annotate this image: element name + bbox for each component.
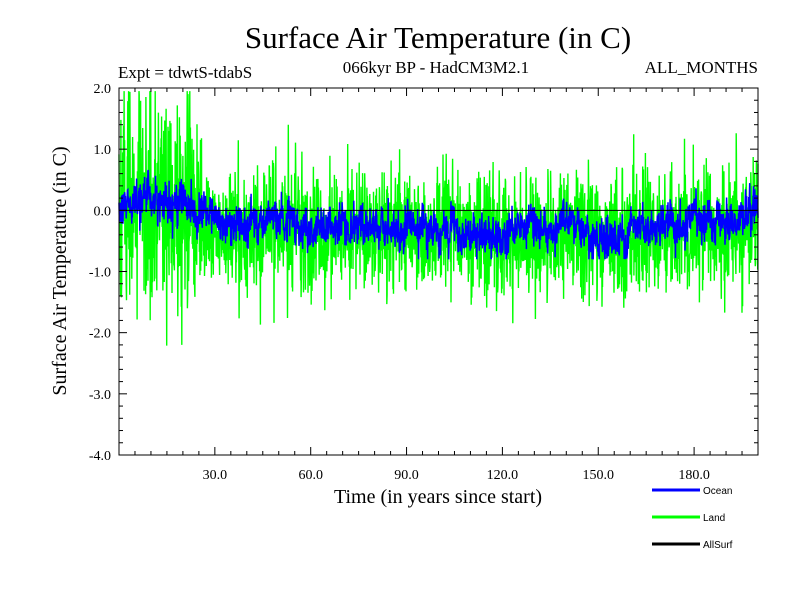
x-tick-label: 150.0 [583,468,615,483]
x-tick-label: 180.0 [678,468,710,483]
y-tick-label: 2.0 [94,82,112,97]
y-tick-label: 1.0 [94,143,112,158]
y-axis-label: Surface Air Temperature (in C) [49,146,71,395]
y-tick-label: -3.0 [89,388,111,403]
x-axis-label: Time (in years since start) [334,486,542,508]
legend-label-land: Land [703,513,725,524]
chart-subtitle-right: ALL_MONTHS [645,58,758,77]
y-tick-label: -2.0 [89,327,111,342]
x-tick-label: 60.0 [298,468,323,483]
x-tick-label: 120.0 [487,468,519,483]
chart-subtitle-left: Expt = tdwtS-tdabS [118,63,252,82]
axes-layer: 30.0 60.0 90.0 120.0 150.0 180.0 -4.0 -3.0 -2.0 -… [89,82,759,483]
legend: Ocean Land AllSurf [652,486,733,551]
y-tick-label: 0.0 [94,204,112,219]
x-tick-label: 30.0 [203,468,228,483]
y-tick-label: -4.0 [89,449,111,464]
plot-frame [118,87,759,456]
y-tick-label: -1.0 [89,266,111,281]
plot-data-layer [118,91,759,346]
legend-label-ocean: Ocean [703,486,732,497]
chart-subtitle-center: 066kyr BP - HadCM3M2.1 [343,58,529,77]
legend-label-allsurf: AllSurf [703,540,733,551]
x-tick-label: 90.0 [394,468,419,483]
chart-title: Surface Air Temperature (in C) [245,20,631,55]
